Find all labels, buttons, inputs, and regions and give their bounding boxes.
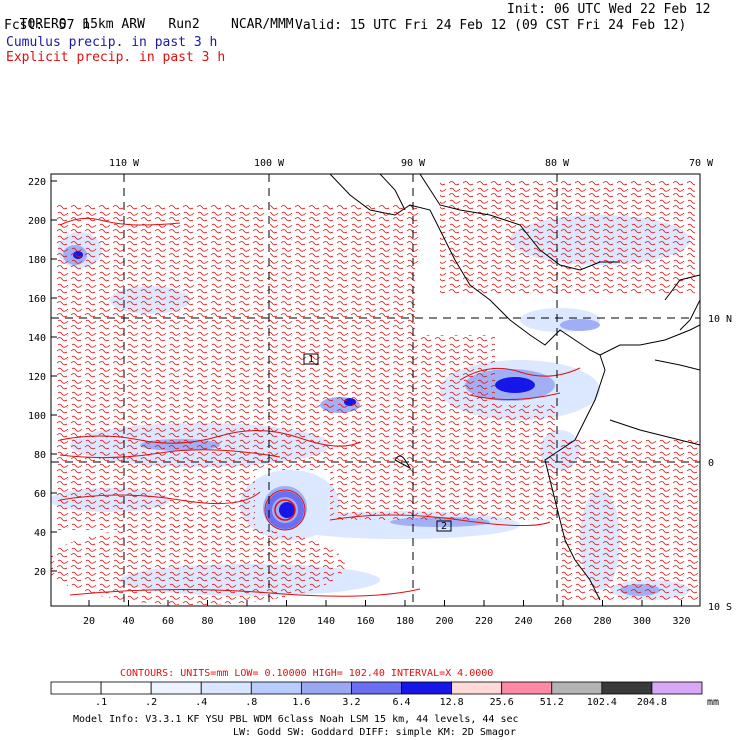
- x-tick-label: 280: [593, 616, 611, 627]
- legend-cumulus: Cumulus precip. in past 3 h: [6, 35, 218, 50]
- colorbar-tick-label: 25.6: [490, 697, 514, 708]
- y-tick-label: 180: [28, 255, 46, 266]
- lat-label: 0: [708, 458, 714, 469]
- colorbar-tick-label: .2: [145, 697, 157, 708]
- legend-explicit: Explicit precip. in past 3 h: [6, 50, 226, 65]
- colorbar-swatch: [150, 681, 202, 695]
- x-tick-label: 80: [201, 616, 213, 627]
- colorbar-tick-label: 6.4: [393, 697, 411, 708]
- y-tick-label: 160: [28, 294, 46, 305]
- x-tick-label: 160: [356, 616, 374, 627]
- lon-label: 70 W: [689, 158, 714, 169]
- x-axis-ticks: 20 40 60 80 100 120 140 160 180 200 220 240 260 280 30…: [83, 600, 691, 627]
- colorbar-tick-label: .8: [245, 697, 257, 708]
- x-tick-label: 140: [317, 616, 335, 627]
- model-info-line-1: Model Info: V3.3.1 KF YSU PBL WDM 6class…: [73, 714, 519, 725]
- colorbar-swatch: [651, 681, 703, 695]
- colorbar-tick-label: 12.8: [440, 697, 464, 708]
- y-tick-label: 40: [34, 528, 46, 539]
- x-tick-label: 20: [83, 616, 95, 627]
- y-axis-ticks: 220 200 180 160 140 120 100 80 60 40 20: [28, 177, 57, 578]
- latitude-labels: 10 N 0 10 S: [708, 314, 732, 613]
- valid-time: Valid: 15 UTC Fri 24 Feb 12 (09 CST Fri …: [295, 18, 687, 33]
- y-tick-label: 220: [28, 177, 46, 188]
- colorbar-unit: mm: [707, 697, 719, 708]
- colorbar-tick-label: 204.8: [637, 697, 667, 708]
- colorbar-tick-label: 51.2: [540, 697, 564, 708]
- colorbar-swatch: [451, 681, 503, 695]
- longitude-labels: 110 W 100 W 90 W 80 W 70 W: [109, 158, 714, 169]
- model-info-line-2: LW: Godd SW: Goddard DIFF: simple KM: 2D…: [233, 727, 516, 738]
- y-tick-label: 100: [28, 411, 46, 422]
- lat-label: 10 S: [708, 602, 732, 613]
- colorbar-swatch: [501, 681, 553, 695]
- precip-field: [51, 174, 700, 606]
- colorbar-tick-label: 102.4: [587, 697, 617, 708]
- lat-label: 10 N: [708, 314, 732, 325]
- x-tick-label: 100: [238, 616, 256, 627]
- colorbar-tick-label: 1.6: [292, 697, 310, 708]
- x-tick-label: 320: [672, 616, 690, 627]
- x-tick-label: 200: [435, 616, 453, 627]
- y-tick-label: 140: [28, 333, 46, 344]
- colorbar-swatch: [551, 681, 603, 695]
- colorbar-swatch: [601, 681, 653, 695]
- x-tick-label: 60: [162, 616, 174, 627]
- station-label-2: 2: [441, 521, 447, 532]
- y-tick-label: 60: [34, 489, 46, 500]
- colorbar-swatch: [300, 681, 352, 695]
- colorbar-swatch: [100, 681, 152, 695]
- map-frame: [50, 173, 701, 607]
- x-tick-label: 300: [633, 616, 651, 627]
- x-tick-label: 180: [396, 616, 414, 627]
- y-tick-label: 120: [28, 372, 46, 383]
- contours-info: CONTOURS: UNITS=mm LOW= 0.10000 HIGH= 10…: [120, 668, 493, 679]
- lon-label: 90 W: [401, 158, 426, 169]
- station-marker-1: [303, 353, 319, 365]
- graticule: [51, 174, 700, 606]
- y-tick-label: 200: [28, 216, 46, 227]
- colorbar-swatch: [50, 681, 102, 695]
- colorbar-swatch: [200, 681, 252, 695]
- colorbar-tick-label: 3.2: [342, 697, 360, 708]
- lon-label: 100 W: [254, 158, 285, 169]
- init-time: Init: 06 UTC Wed 22 Feb 12: [507, 2, 711, 17]
- x-tick-label: 240: [514, 616, 532, 627]
- lon-label: 80 W: [545, 158, 570, 169]
- colorbar-swatch: [401, 681, 453, 695]
- colorbar-tick-label: .4: [195, 697, 207, 708]
- model-title: TORERO 15km ARW Run2 NCAR/MMM: [19, 17, 294, 32]
- lon-label: 110 W: [109, 158, 140, 169]
- x-tick-label: 120: [277, 616, 295, 627]
- y-tick-label: 20: [34, 567, 46, 578]
- x-tick-label: 260: [554, 616, 572, 627]
- station-label-1: 1: [308, 354, 314, 365]
- x-tick-label: 220: [475, 616, 493, 627]
- x-tick-label: 40: [122, 616, 134, 627]
- y-tick-label: 80: [34, 450, 46, 461]
- station-marker-2: [436, 520, 452, 532]
- forecast-hour: Fcst: 57 h: [4, 18, 91, 33]
- colorbar-swatch: [250, 681, 302, 695]
- colorbar-tick-label: .1: [95, 697, 107, 708]
- colorbar-swatch: [351, 681, 402, 695]
- colorbar: .1 .2 .4 .8 1.6 3.2 6.4 12.8 25.6 51.2 102.4 204.8 m…: [50, 681, 719, 708]
